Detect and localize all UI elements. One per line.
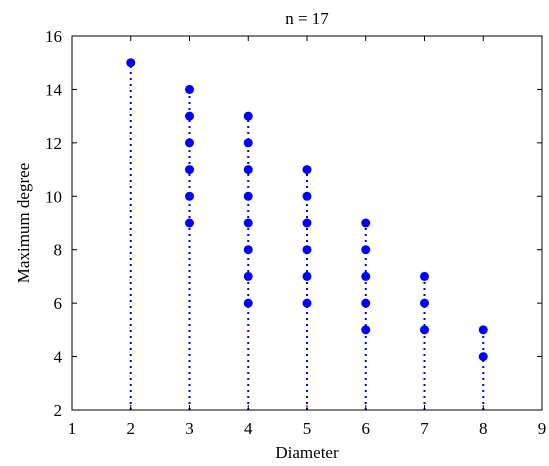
data-point bbox=[243, 191, 253, 201]
chart-title: n = 17 bbox=[285, 9, 329, 28]
data-point bbox=[243, 111, 253, 121]
x-tick-label: 4 bbox=[244, 419, 253, 438]
x-tick-label: 5 bbox=[303, 419, 312, 438]
data-point bbox=[302, 191, 312, 201]
data-point bbox=[243, 165, 253, 175]
data-point bbox=[420, 271, 429, 281]
data-point bbox=[361, 325, 371, 335]
data-point bbox=[420, 325, 429, 335]
data-point bbox=[185, 138, 194, 148]
data-point bbox=[243, 298, 253, 308]
x-tick-label: 2 bbox=[127, 419, 136, 438]
data-point bbox=[185, 218, 194, 228]
x-tick-label: 6 bbox=[362, 419, 371, 438]
data-point bbox=[243, 138, 253, 148]
data-point bbox=[243, 218, 253, 228]
x-tick-label: 7 bbox=[420, 419, 429, 438]
data-point bbox=[420, 298, 429, 308]
stem-lines bbox=[129, 62, 485, 410]
x-tick-label: 3 bbox=[185, 419, 194, 438]
data-point bbox=[302, 245, 312, 255]
x-tick-label: 9 bbox=[538, 419, 547, 438]
data-point bbox=[126, 58, 136, 68]
data-point bbox=[361, 298, 371, 308]
data-point bbox=[361, 218, 371, 228]
data-point bbox=[302, 298, 312, 308]
y-tick-label: 8 bbox=[54, 241, 63, 260]
data-point bbox=[302, 271, 312, 281]
y-tick-label: 12 bbox=[45, 134, 62, 153]
data-point bbox=[185, 111, 194, 121]
y-axis-label: Maximum degree bbox=[14, 163, 33, 283]
data-point bbox=[185, 84, 194, 94]
data-points bbox=[126, 58, 488, 362]
data-point bbox=[478, 325, 488, 335]
data-point bbox=[478, 352, 488, 362]
y-tick-label: 4 bbox=[54, 348, 63, 367]
x-tick-label: 8 bbox=[479, 419, 488, 438]
data-point bbox=[361, 245, 371, 255]
y-tick-label: 14 bbox=[45, 80, 63, 99]
data-point bbox=[185, 165, 194, 175]
x-axis-label: Diameter bbox=[275, 443, 339, 461]
x-tick-label: 1 bbox=[68, 419, 77, 438]
y-tick-label: 6 bbox=[54, 294, 63, 313]
data-point bbox=[302, 218, 312, 228]
data-point bbox=[185, 191, 194, 201]
y-tick-label: 2 bbox=[54, 401, 63, 420]
y-tick-label: 16 bbox=[45, 27, 62, 46]
y-tick-label: 10 bbox=[45, 187, 62, 206]
data-point bbox=[243, 245, 253, 255]
data-point bbox=[361, 271, 371, 281]
data-point bbox=[302, 165, 312, 175]
data-point bbox=[243, 271, 253, 281]
